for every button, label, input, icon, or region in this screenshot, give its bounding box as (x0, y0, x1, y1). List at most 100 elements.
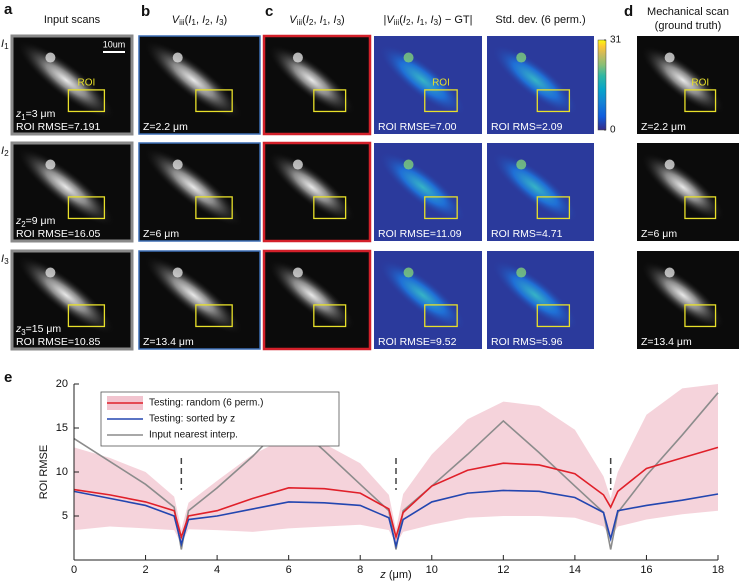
image-border (262, 249, 372, 351)
text-part: ) − GT| (438, 14, 472, 26)
column-title: Std. dev. (6 perm.) (495, 14, 585, 26)
image-spot (292, 52, 303, 63)
colorbar-tick-label: 0 (610, 125, 616, 136)
caption: Z=2.2 μm (641, 121, 686, 133)
image-glow (144, 255, 243, 335)
image-glow (268, 152, 355, 222)
column-title: Mechanical scan (647, 6, 729, 18)
caption: ROI RMSE=9.52 (378, 336, 457, 348)
caption: Z=6 μm (641, 228, 677, 240)
caption: ROI RMSE=16.05 (16, 228, 100, 240)
text-part: ROI RMSE=16.05 (16, 228, 100, 240)
text-part: 3 (434, 18, 439, 27)
column-title: (ground truth) (655, 20, 722, 32)
text-part: 3 (21, 328, 26, 337)
text-part: Mechanical scan (647, 6, 729, 18)
roi-box (313, 89, 347, 113)
line (73, 446, 719, 541)
text-part: I (320, 14, 323, 26)
image-glow (144, 147, 243, 227)
image-glow (17, 148, 115, 227)
text-part: Z=2.2 μm (641, 121, 686, 133)
image-glow (491, 151, 579, 223)
caption: z2=9 μm (15, 215, 56, 229)
caption: z1=3 μm (15, 108, 56, 122)
text-part: iii (297, 18, 303, 27)
caption: Z=13.4 μm (641, 336, 692, 348)
panel-letter: b (141, 3, 150, 20)
column-title: Input scans (44, 14, 101, 26)
roi-label: ROI (432, 78, 450, 89)
text-part: , (313, 14, 319, 26)
text-part: 3 (219, 18, 224, 27)
image-glow (378, 151, 467, 223)
text-part: 1 (420, 18, 425, 27)
text-part: I (188, 14, 191, 26)
panel-letter: e (4, 369, 12, 386)
image-glow (641, 153, 725, 221)
text-part: z (15, 108, 22, 120)
x-tick-label: 18 (712, 564, 724, 576)
image-glow (641, 261, 725, 329)
image-spot (172, 267, 183, 278)
roi-label: ROI (78, 78, 96, 89)
image-glow (641, 46, 725, 114)
x-tick-label: 4 (214, 564, 220, 576)
image-spot (292, 159, 303, 170)
text-part: 2 (205, 18, 210, 27)
roi-box (424, 304, 458, 328)
text-part: 1 (323, 18, 328, 27)
text-part: z (15, 215, 22, 227)
roi-label: ROI (691, 78, 709, 89)
text-part: I (1, 38, 4, 50)
x-tick-label: 2 (142, 564, 148, 576)
text-part: iii (394, 18, 400, 27)
text-part: 2 (21, 220, 25, 229)
caption: z3=15 μm (15, 323, 61, 337)
colorbar-tick-label: 31 (610, 35, 622, 46)
roi-box (313, 196, 347, 220)
y-tick-label: 5 (62, 510, 68, 522)
text-part: =15 μm (26, 323, 62, 335)
text-part: z (379, 569, 386, 581)
caption: ROI RMS=2.09 (491, 121, 563, 133)
text-part: (ground truth) (655, 20, 722, 32)
image-glow (491, 44, 579, 116)
text-part: Std. dev. (6 perm.) (495, 14, 585, 26)
text-part: V (289, 14, 298, 26)
text-part: ) (224, 14, 228, 26)
caption: ROI RMSE=10.85 (16, 336, 100, 348)
x-tick-label: 12 (497, 564, 509, 576)
image-spot (292, 267, 303, 278)
text-part: , (327, 14, 333, 26)
column-title: |Viii(I2, I1, I3) − GT| (384, 14, 473, 27)
x-tick-label: 0 (71, 564, 77, 576)
text-part: , (196, 14, 202, 26)
row-label: I2 (1, 145, 9, 158)
text-part: 3 (336, 18, 341, 27)
roi-box (536, 196, 571, 220)
text-part: 1 (191, 18, 196, 27)
text-part: I (1, 145, 4, 157)
text-part: 1 (4, 42, 9, 51)
text-part: ROI RMSE=7.00 (378, 121, 457, 133)
image-spot (403, 267, 414, 278)
x-tick-label: 10 (426, 564, 438, 576)
text-part: Z=6 μm (641, 228, 677, 240)
image-glow (17, 256, 115, 335)
legend-label: Input nearest interp. (149, 430, 238, 441)
y-tick-label: 15 (56, 422, 68, 434)
text-part: I (333, 14, 336, 26)
text-part: Z=6 μm (143, 228, 179, 240)
text-part: Input scans (44, 14, 101, 26)
text-part: I (417, 14, 420, 26)
text-part: 2 (406, 18, 411, 27)
text-part: 3 (4, 257, 9, 266)
roi-box (67, 196, 106, 220)
x-tick-label: 8 (357, 564, 363, 576)
roi-box (536, 304, 571, 328)
image-glow (268, 260, 355, 330)
image-spot (664, 52, 675, 63)
text-part: I (403, 14, 406, 26)
